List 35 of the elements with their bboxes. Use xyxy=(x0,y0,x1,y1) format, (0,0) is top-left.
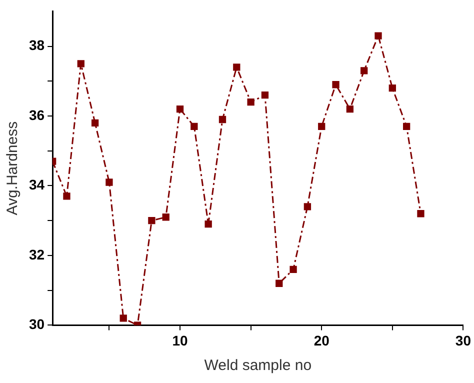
point xyxy=(176,105,184,113)
point xyxy=(346,105,354,113)
point xyxy=(233,64,240,71)
point xyxy=(318,122,326,130)
y-axis-title: Avg.Hardness xyxy=(4,121,22,216)
x-tick-label: 10 xyxy=(172,332,188,348)
point xyxy=(247,98,254,106)
y-tick-label: 36 xyxy=(28,106,45,123)
point xyxy=(162,214,170,221)
point xyxy=(388,84,396,92)
x-tick-label: 30 xyxy=(455,332,472,348)
point xyxy=(304,203,312,210)
point xyxy=(276,280,283,287)
y-tick-label: 30 xyxy=(28,316,45,332)
point xyxy=(148,217,156,224)
point xyxy=(190,122,198,130)
y-tick-label: 38 xyxy=(28,37,45,54)
point xyxy=(204,220,212,228)
point xyxy=(360,67,368,74)
point xyxy=(77,60,84,68)
point xyxy=(218,116,226,124)
point xyxy=(261,92,269,99)
point xyxy=(91,119,99,127)
point xyxy=(106,178,113,186)
point xyxy=(290,266,297,273)
y-tick-label: 34 xyxy=(28,176,45,193)
point xyxy=(120,314,127,322)
x-axis-title: Weld sample no xyxy=(204,357,312,374)
point xyxy=(332,81,340,88)
point xyxy=(402,122,410,130)
y-tick-label: 32 xyxy=(28,246,45,262)
point xyxy=(417,210,424,218)
point xyxy=(374,32,382,40)
x-tick-label: 20 xyxy=(314,332,330,348)
point xyxy=(63,192,70,200)
